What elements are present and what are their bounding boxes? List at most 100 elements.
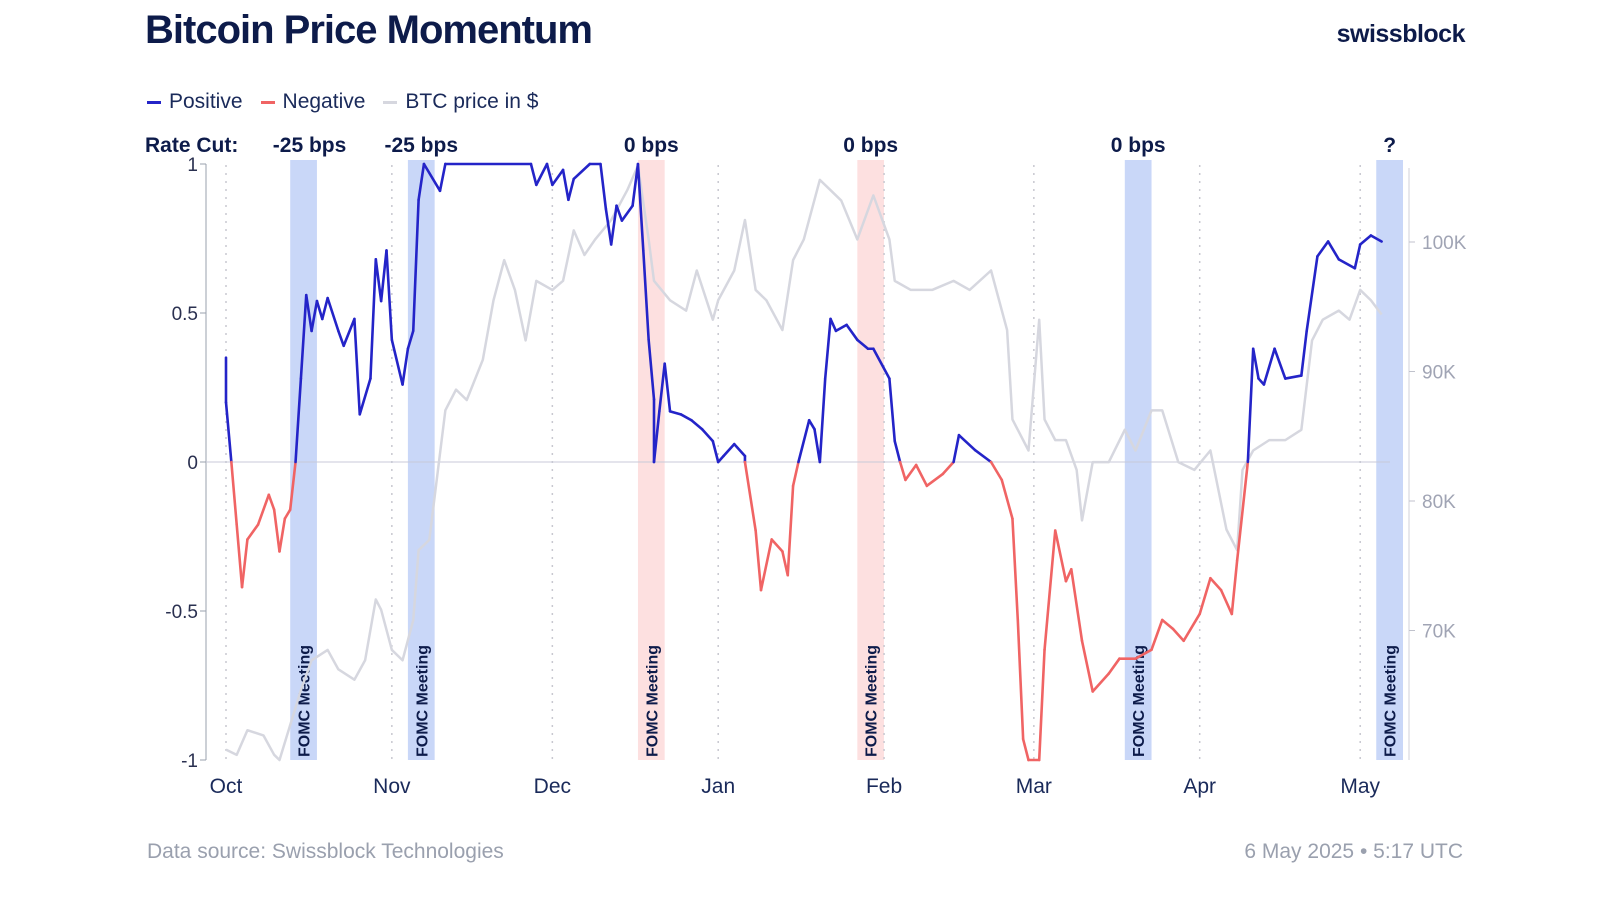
- momentum-positive-segment: [304, 293, 313, 333]
- momentum-negative-segment: [791, 460, 800, 488]
- swissblock-logo: swissblock: [1336, 20, 1466, 48]
- momentum-positive-segment: [545, 162, 554, 187]
- y-left-tick-label: 0: [187, 453, 198, 474]
- momentum-positive-segment: [620, 204, 634, 222]
- momentum-positive-segment: [818, 377, 827, 464]
- fomc-band: [407, 160, 435, 760]
- momentum-positive-segment: [722, 442, 736, 458]
- momentum-negative-segment: [1080, 639, 1094, 693]
- momentum-negative-segment: [904, 463, 918, 482]
- momentum-positive-segment: [973, 448, 993, 464]
- x-tick-label: Jan: [701, 775, 735, 798]
- momentum-positive-segment: [807, 418, 816, 431]
- momentum-positive-segment: [957, 433, 977, 452]
- momentum-positive-segment: [652, 410, 661, 464]
- momentum-positive-segment: [224, 401, 233, 464]
- momentum-negative-segment: [754, 529, 763, 592]
- momentum-negative-segment: [1107, 657, 1121, 675]
- momentum-positive-segment: [834, 323, 848, 333]
- fomc-label: FOMC Meeting: [864, 645, 881, 757]
- momentum-positive-segment: [337, 329, 346, 348]
- x-tick-label: Apr: [1183, 775, 1216, 798]
- momentum-negative-segment: [1000, 478, 1014, 520]
- momentum-positive-segment: [668, 410, 683, 416]
- momentum-negative-segment: [1011, 517, 1020, 622]
- rate-cut-label: 0 bps: [843, 134, 898, 157]
- y-left-tick-label: 1: [187, 155, 198, 176]
- momentum-positive-segment: [385, 249, 394, 342]
- momentum-positive-segment: [1358, 234, 1373, 246]
- legend-label: Negative: [282, 90, 366, 113]
- momentum-positive-segment: [1369, 234, 1383, 243]
- momentum-positive-segment: [690, 418, 704, 431]
- legend-label: BTC price in $: [405, 90, 539, 113]
- timestamp: 6 May 2025 • 5:17 UTC: [1244, 840, 1463, 863]
- momentum-positive-segment: [1326, 240, 1341, 261]
- momentum-positive-segment: [353, 317, 362, 416]
- fomc-label: FOMC Meeting: [644, 645, 661, 757]
- legend-item-negative: Negative: [260, 90, 366, 114]
- momentum-negative-segment: [240, 538, 249, 589]
- fomc-band: [1376, 160, 1403, 760]
- fomc-label: FOMC Meeting: [1383, 645, 1400, 757]
- x-tick-label: May: [1340, 775, 1380, 798]
- momentum-negative-segment: [1037, 648, 1046, 762]
- momentum-positive-segment: [700, 427, 715, 443]
- momentum-positive-segment: [1305, 255, 1319, 333]
- momentum-negative-segment: [1091, 672, 1111, 693]
- momentum-positive-segment: [572, 162, 592, 181]
- rate-cut-title: Rate Cut:: [145, 134, 238, 157]
- momentum-positive-segment: [294, 377, 303, 464]
- momentum-negative-segment: [770, 538, 784, 553]
- momentum-positive-segment: [823, 317, 832, 380]
- momentum-negative-segment: [941, 460, 955, 476]
- momentum-negative-segment: [1134, 648, 1153, 660]
- legend: Positive Negative BTC price in $: [147, 90, 538, 114]
- momentum-positive-segment: [567, 177, 576, 202]
- momentum-negative-segment: [925, 472, 945, 488]
- momentum-positive-segment: [422, 162, 442, 193]
- x-tick-label: Mar: [1016, 775, 1052, 798]
- momentum-positive-segment: [797, 418, 811, 464]
- y-right-tick-label: 90K: [1422, 363, 1456, 384]
- x-tick-label: Dec: [534, 775, 571, 798]
- momentum-negative-segment: [1219, 588, 1234, 616]
- momentum-positive-segment: [310, 299, 319, 333]
- x-tick-label: Nov: [373, 775, 411, 798]
- x-tick-label: Feb: [866, 775, 902, 798]
- fomc-label: FOMC Meeting: [414, 645, 431, 757]
- y-left-tick-label: -1: [181, 751, 198, 772]
- momentum-positive-segment: [390, 338, 404, 386]
- momentum-positive-segment: [872, 347, 891, 380]
- momentum-negative-segment: [230, 460, 238, 526]
- momentum-positive-segment: [299, 293, 308, 380]
- momentum-negative-segment: [1198, 576, 1212, 616]
- rate-cut-label: ?: [1383, 134, 1396, 157]
- momentum-negative-segment: [1070, 567, 1084, 643]
- momentum-positive-segment: [711, 439, 720, 464]
- momentum-positive-segment: [315, 299, 324, 321]
- momentum-negative-segment: [1171, 627, 1185, 643]
- fomc-label: FOMC Meeting: [1131, 645, 1148, 757]
- momentum-negative-segment: [914, 463, 929, 488]
- momentum-positive-segment: [1300, 329, 1308, 377]
- momentum-negative-segment: [1230, 559, 1239, 616]
- momentum-positive-segment: [599, 162, 608, 210]
- momentum-positive-segment: [369, 258, 378, 380]
- legend-label: Positive: [169, 90, 243, 113]
- legend-item-btc-price: BTC price in $: [383, 90, 538, 114]
- momentum-negative-segment: [1021, 737, 1030, 762]
- momentum-negative-segment: [1209, 576, 1223, 592]
- momentum-positive-segment: [1353, 243, 1362, 270]
- momentum-positive-segment: [438, 162, 447, 193]
- momentum-negative-segment: [1043, 529, 1057, 652]
- chart-title: Bitcoin Price Momentum: [145, 8, 593, 52]
- momentum-negative-segment: [272, 508, 281, 553]
- momentum-positive-segment: [1251, 347, 1260, 380]
- momentum-positive-segment: [631, 162, 640, 208]
- fomc-band: [1124, 160, 1152, 760]
- momentum-positive-segment: [888, 377, 897, 443]
- momentum-negative-segment: [1053, 529, 1068, 583]
- momentum-positive-segment: [1337, 258, 1357, 270]
